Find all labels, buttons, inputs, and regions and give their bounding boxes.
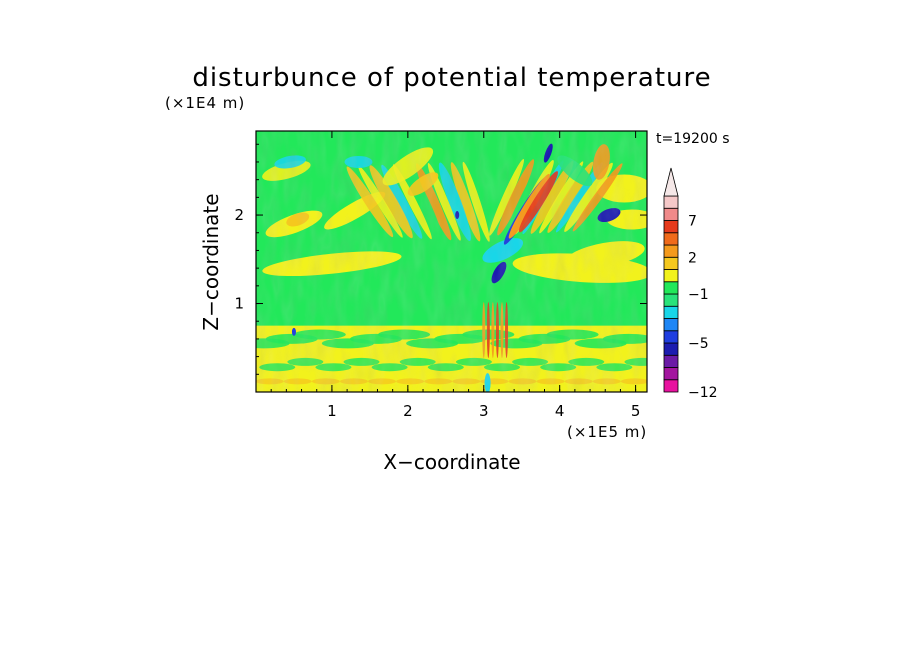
x-tick-label: 5 xyxy=(631,402,641,420)
colorbar-swatch xyxy=(663,269,679,283)
colorbar-swatch xyxy=(663,244,679,258)
colorbar-swatch xyxy=(663,220,679,234)
plot-frame xyxy=(255,130,648,393)
colorbar-swatch xyxy=(663,367,679,381)
colorbar-extend-arrow xyxy=(663,167,679,197)
colorbar-swatch xyxy=(663,256,679,270)
x-tick-label: 1 xyxy=(327,402,337,420)
x-tick-label: 2 xyxy=(403,402,413,420)
y-axis-ticks: 12 xyxy=(234,143,647,375)
y-tick-label: 1 xyxy=(234,295,244,313)
x-axis-ticks: 1 2 3 4 5 xyxy=(270,131,641,420)
colorbar-swatch xyxy=(663,293,679,307)
colorbar-swatch xyxy=(663,281,679,295)
chart-title: disturbunce of potential temperature xyxy=(192,63,711,93)
colorbar-label: −5 xyxy=(688,336,709,352)
y-axis-unit: (×1E4 m) xyxy=(165,94,245,112)
x-axis-label: X−coordinate xyxy=(383,450,520,474)
colorbar-label: −1 xyxy=(688,287,709,303)
colorbar-swatch xyxy=(663,305,679,319)
y-axis-label: Z−coordinate xyxy=(199,193,223,330)
colorbar: −12−5−127 xyxy=(663,167,718,401)
y-tick-label: 2 xyxy=(234,206,244,224)
x-tick-label: 3 xyxy=(479,402,489,420)
colorbar-label: 7 xyxy=(688,214,697,230)
colorbar-swatch xyxy=(663,330,679,344)
x-axis-unit: (×1E5 m) xyxy=(567,423,647,441)
colorbar-swatch xyxy=(663,232,679,246)
colorbar-swatch xyxy=(663,342,679,356)
colorbar-swatch xyxy=(663,379,679,393)
field-texture xyxy=(256,131,647,392)
colorbar-label: −12 xyxy=(688,385,718,401)
colorbar-swatch xyxy=(663,354,679,368)
x-tick-label: 4 xyxy=(555,402,565,420)
colorbar-swatch xyxy=(663,318,679,332)
colorbar-swatch xyxy=(663,195,679,209)
colorbar-swatch xyxy=(663,207,679,221)
colorbar-label: 2 xyxy=(688,250,697,266)
time-label: t=19200 s xyxy=(656,131,730,147)
